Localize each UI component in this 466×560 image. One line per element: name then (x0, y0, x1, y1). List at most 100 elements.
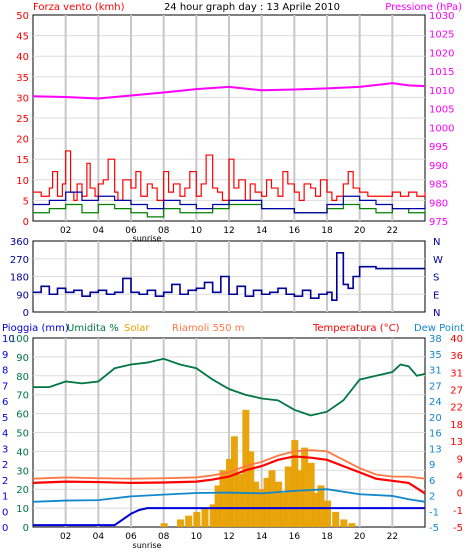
humidity-ytick-100: 100 (10, 334, 29, 345)
direction-rtick-0: N (433, 237, 440, 248)
pressure-ytick-1010: 1010 (429, 86, 454, 97)
wind-ytick-35: 35 (16, 73, 29, 84)
pressure-ytick-1015: 1015 (429, 67, 454, 78)
solar-bar-6 (214, 485, 222, 527)
wind-ytick-15: 15 (16, 155, 29, 166)
humidity-ytick-70: 70 (16, 391, 29, 402)
wind-ytick-20: 20 (16, 135, 29, 146)
direction-series-line (33, 252, 425, 301)
dewpoint-ytick-8: 24 (429, 397, 442, 408)
direction-ytick-360: 360 (10, 237, 29, 248)
thermo-xtick-06: 06 (125, 532, 137, 542)
rain-ytick-8: 6 (2, 397, 8, 408)
sunrise-label-bottom: sunrise (133, 541, 162, 550)
pressure-axis-label: Pressione (hPa) (385, 2, 462, 13)
solar-bar-2 (185, 515, 193, 527)
temperature-ytick-7: 22 (450, 403, 463, 414)
solar-bar-17 (275, 481, 282, 527)
dewpoint-ytick-3: 6 (429, 476, 435, 487)
rain-ytick-11: 9 (2, 350, 8, 361)
dewpoint-ytick-10: 31 (429, 366, 442, 377)
solar-bar-23 (307, 462, 315, 527)
wind-xtick-04: 04 (93, 226, 105, 236)
wind-ytick-50: 50 (16, 11, 29, 22)
temperature-axis-label: Temperatura (°C) (312, 323, 400, 334)
wind-xtick-18: 18 (321, 226, 333, 236)
solar-bar-28 (340, 519, 348, 527)
dewpoint-ytick-6: 16 (429, 429, 442, 440)
thermo-xtick-04: 04 (93, 532, 105, 542)
pressure-ytick-985: 985 (429, 180, 448, 191)
pressure-ytick-1030: 1030 (429, 11, 454, 22)
wind-xtick-16: 16 (289, 226, 301, 236)
wind_alt-series-line (33, 191, 426, 214)
solar-bar-22 (301, 447, 309, 527)
temperature-ytick-9: 31 (450, 368, 463, 379)
dewpoint-axis-label: Dew Point (414, 323, 464, 334)
thermo-xtick-22: 22 (387, 532, 398, 542)
solar-bar-5 (209, 504, 217, 527)
humidity-series-line (33, 357, 426, 417)
thermo-xtick-10: 10 (191, 532, 203, 542)
dewpoint-ytick-7: 20 (429, 413, 442, 424)
solar-bar-27 (332, 511, 340, 527)
wind_max-series-line (33, 150, 426, 201)
temperature-ytick-0: -5 (453, 523, 463, 534)
solar-axis-label: Solar (124, 323, 150, 334)
rain-ytick-5: 3 (2, 444, 8, 455)
temperature-ytick-11: 40 (450, 334, 463, 345)
graph-title: 24 hour graph day : 13 Aprile 2010 (164, 2, 340, 13)
rain-ytick-1: 0 (2, 507, 8, 518)
wind-xtick-12: 12 (223, 226, 234, 236)
temperature-ytick-5: 13 (450, 437, 463, 448)
humidity-ytick-20: 20 (16, 485, 29, 496)
wind-xtick-08: 08 (158, 226, 170, 236)
pressure-ytick-995: 995 (429, 142, 448, 153)
rain-ytick-3: 2 (2, 476, 8, 487)
pressure-ytick-1020: 1020 (429, 48, 454, 59)
solar-bar-21 (296, 470, 304, 527)
pressure-ytick-1005: 1005 (429, 105, 454, 116)
wind-xtick-02: 02 (60, 226, 71, 236)
temp_alt-series-line (32, 449, 426, 480)
wind-ytick-45: 45 (16, 32, 29, 43)
solar-bar-7 (219, 470, 227, 527)
temperature-ytick-10: 36 (450, 351, 463, 362)
dewpoint-ytick-5: 13 (429, 444, 442, 455)
temperature-ytick-2: 0 (457, 489, 463, 500)
pressure-series-line (32, 82, 426, 100)
rain-ytick-6: 4 (2, 429, 8, 440)
direction-rtick-1: W (433, 255, 443, 266)
rain-series-line (33, 507, 425, 527)
dewpoint-ytick-1: -1 (429, 507, 439, 518)
humidity-ytick-50: 50 (16, 429, 29, 440)
humidity-ytick-60: 60 (16, 410, 29, 421)
temp-series-line (32, 455, 426, 495)
direction-ytick-90: 90 (16, 290, 29, 301)
dewpoint-ytick-12: 38 (429, 334, 442, 345)
direction-rtick-4: N (433, 308, 440, 319)
thermo-xtick-18: 18 (321, 532, 333, 542)
solar-bar-9 (230, 436, 238, 527)
wind-ytick-40: 40 (16, 52, 29, 63)
direction-ytick-0: 0 (23, 308, 29, 319)
solar-bar-13 (252, 481, 260, 527)
humidity-ytick-90: 90 (16, 353, 29, 364)
rain-axis-label: Pioggia (mm) (2, 323, 69, 334)
solar-bar-29 (348, 523, 356, 527)
station-label: Riamoli 550 m (172, 323, 244, 334)
temperature-ytick-3: 4 (457, 471, 463, 482)
temperature-ytick-6: 18 (450, 420, 463, 431)
solar-bar-24 (312, 492, 320, 527)
thermo-xtick-12: 12 (223, 532, 234, 542)
solar-bar-10 (235, 474, 243, 527)
solar-bar-16 (268, 470, 276, 527)
temperature-ytick-1: -1 (453, 506, 463, 517)
pressure-ytick-1000: 1000 (429, 123, 454, 134)
direction-ytick-270: 270 (10, 255, 29, 266)
wind-xtick-14: 14 (256, 226, 268, 236)
wind-xtick-06: 06 (125, 226, 137, 236)
solar-bar-12 (247, 451, 255, 527)
thermo-xtick-14: 14 (256, 532, 268, 542)
rain-ytick-10: 8 (2, 366, 8, 377)
